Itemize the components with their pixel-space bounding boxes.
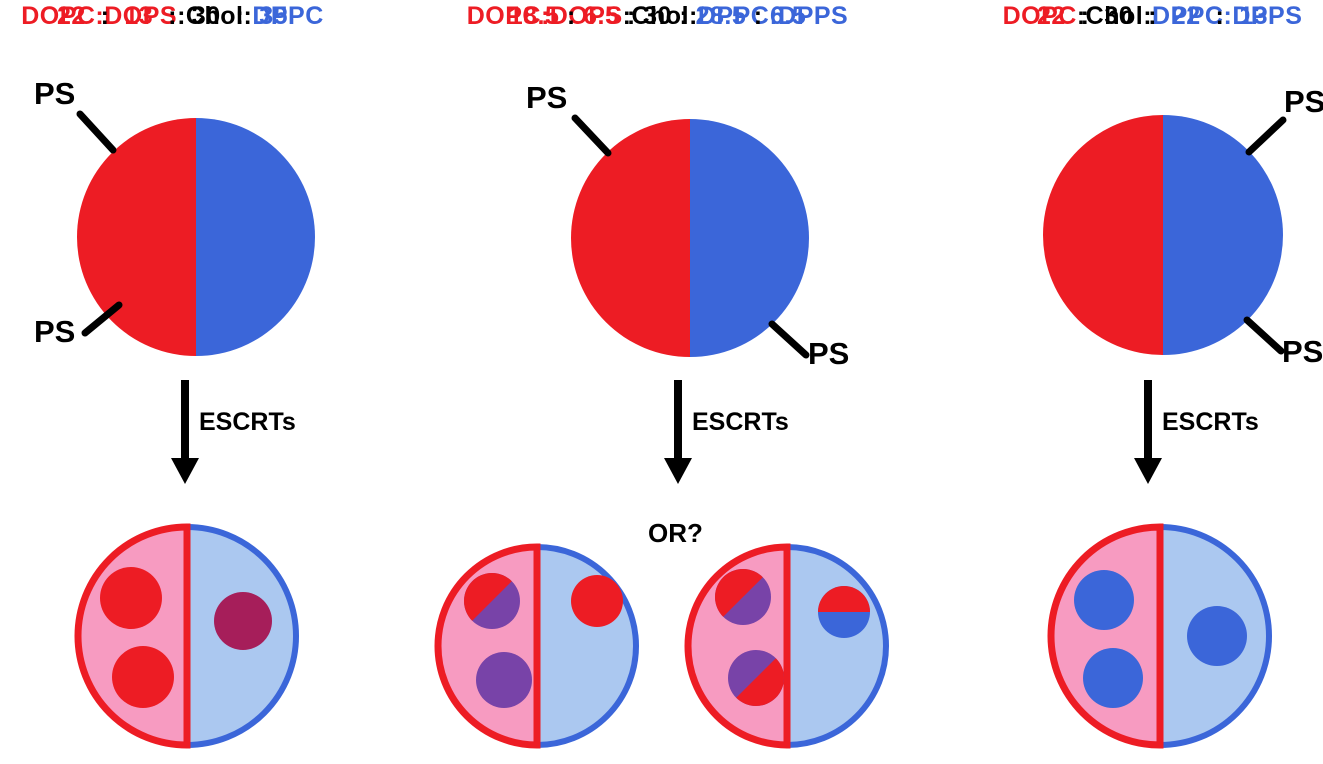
vesicle-blue-half [1163,115,1283,355]
text-segment: :Chol: [177,2,253,30]
arrow-head [1134,458,1162,484]
top-vesicle-1 [76,110,315,356]
composition-header-1: DOPC:DOPS:Chol:DPPC [0,0,345,32]
ilv-red-half [736,658,784,707]
ilv-red [571,575,623,627]
ilv-red [112,646,174,708]
ilv-red-half [714,568,763,617]
text-segment: : [220,2,260,30]
ilv-mixed-red-purple [728,650,784,707]
text-segment: :Chol: [1076,2,1153,30]
result-blue-half [534,543,639,749]
escrts-arrow-3 [1134,380,1162,484]
ratio-line-2: 18.5 : 6.5 : 30 : 28.5 : 6.5 [460,0,855,32]
result-red-half [74,523,191,749]
text-segment: : [1200,2,1240,30]
text-segment: 28.5 [695,2,747,30]
escrts-label: ESCRTs [692,408,789,436]
result-vesicle-1 [74,523,299,749]
ps-label: PS [34,76,76,111]
arrow-head [664,458,692,484]
composition-header-3: DOPC:Chol:DPPC:DPPS [980,0,1323,32]
top-vesicle-3 [1043,115,1287,355]
ilv-mixed-red-purple [714,568,771,625]
text-segment: 30 [191,2,221,30]
vesicle-red-half [571,119,690,357]
ps-label: PS [526,80,568,115]
text-segment: : [746,2,771,30]
ps-tick-line [1245,116,1287,156]
escrts-label: ESCRTs [199,408,296,436]
ps-label: PS [1284,84,1323,119]
top-vesicle-2 [571,114,810,359]
text-segment: DPPC:DPPS [697,2,849,30]
vesicle-blue-half [690,119,809,357]
ps-tick-line [1243,316,1285,355]
text-segment: 22 [56,2,86,30]
text-segment: : [153,2,192,30]
text-segment: DPPC:DPPS [1152,2,1303,30]
ps-tick-line [76,110,117,154]
vesicle-red-half [1043,115,1163,355]
text-segment: DOPC [1002,2,1077,30]
escrts-label: ESCRTs [1162,408,1259,436]
arrow-head [171,458,199,484]
text-segment: 22 [1036,2,1066,30]
vesicle-red-half [77,118,196,356]
ps-tick-line [768,320,810,359]
escrts-arrow-2 [664,380,692,484]
text-segment: : [1133,2,1172,30]
text-segment: 30 [643,2,672,30]
text-segment: 13 [124,2,154,30]
result-blue-half [784,543,889,749]
ilv-red [100,567,162,629]
ilv-mixed-red-purple [464,573,520,629]
ilv-red-half [818,586,870,612]
text-segment: 6.5 [583,2,620,30]
vesicle-blue-half [196,118,315,356]
ps-label: PS [1282,334,1323,369]
ilv-purple [476,652,532,708]
ilv-blue [1083,648,1143,708]
ps-label: PS [34,314,76,349]
text-segment: : [1065,2,1105,30]
composition-header-2: DOPC:DOPS:Chol:DPPC:DPPS [460,0,855,32]
ilv-mixed-red-blue [818,586,870,638]
ratio-line-3: 22 : 30 : 22 : 13 [980,0,1323,32]
result-vesicle-3 [1047,523,1272,749]
text-segment: 6.5 [770,2,807,30]
result-red-half [1047,523,1164,749]
result-vesicle-2a [434,543,639,749]
ps-tick-line [571,114,612,157]
text-segment: 18.5 [508,2,560,30]
ps-label: PS [808,336,850,371]
text-segment: 13 [1239,2,1269,30]
result-vesicle-2b [684,543,889,749]
text-segment: 35 [259,2,289,30]
text-segment: : [85,2,125,30]
text-segment: DPPC [252,2,324,30]
text-segment: DOPC:DOPS [21,2,178,30]
text-segment: DOPC:DOPS [466,2,623,30]
ilv-magenta [214,592,272,650]
text-segment: :Chol: [622,2,698,30]
ilv-blue [1074,570,1134,630]
ps-tick-line [81,301,123,337]
text-segment: 30 [1104,2,1134,30]
ratio-line-1: 22 : 13 : 30 : 35 [0,0,345,32]
text-segment: : [559,2,584,30]
escrts-arrow-1 [171,380,199,484]
ilv-red-half [464,573,512,621]
text-segment: : [671,2,696,30]
ilv-blue [1187,606,1247,666]
text-segment: : [619,2,644,30]
text-segment: 22 [1171,2,1201,30]
or-label: OR? [648,518,703,548]
